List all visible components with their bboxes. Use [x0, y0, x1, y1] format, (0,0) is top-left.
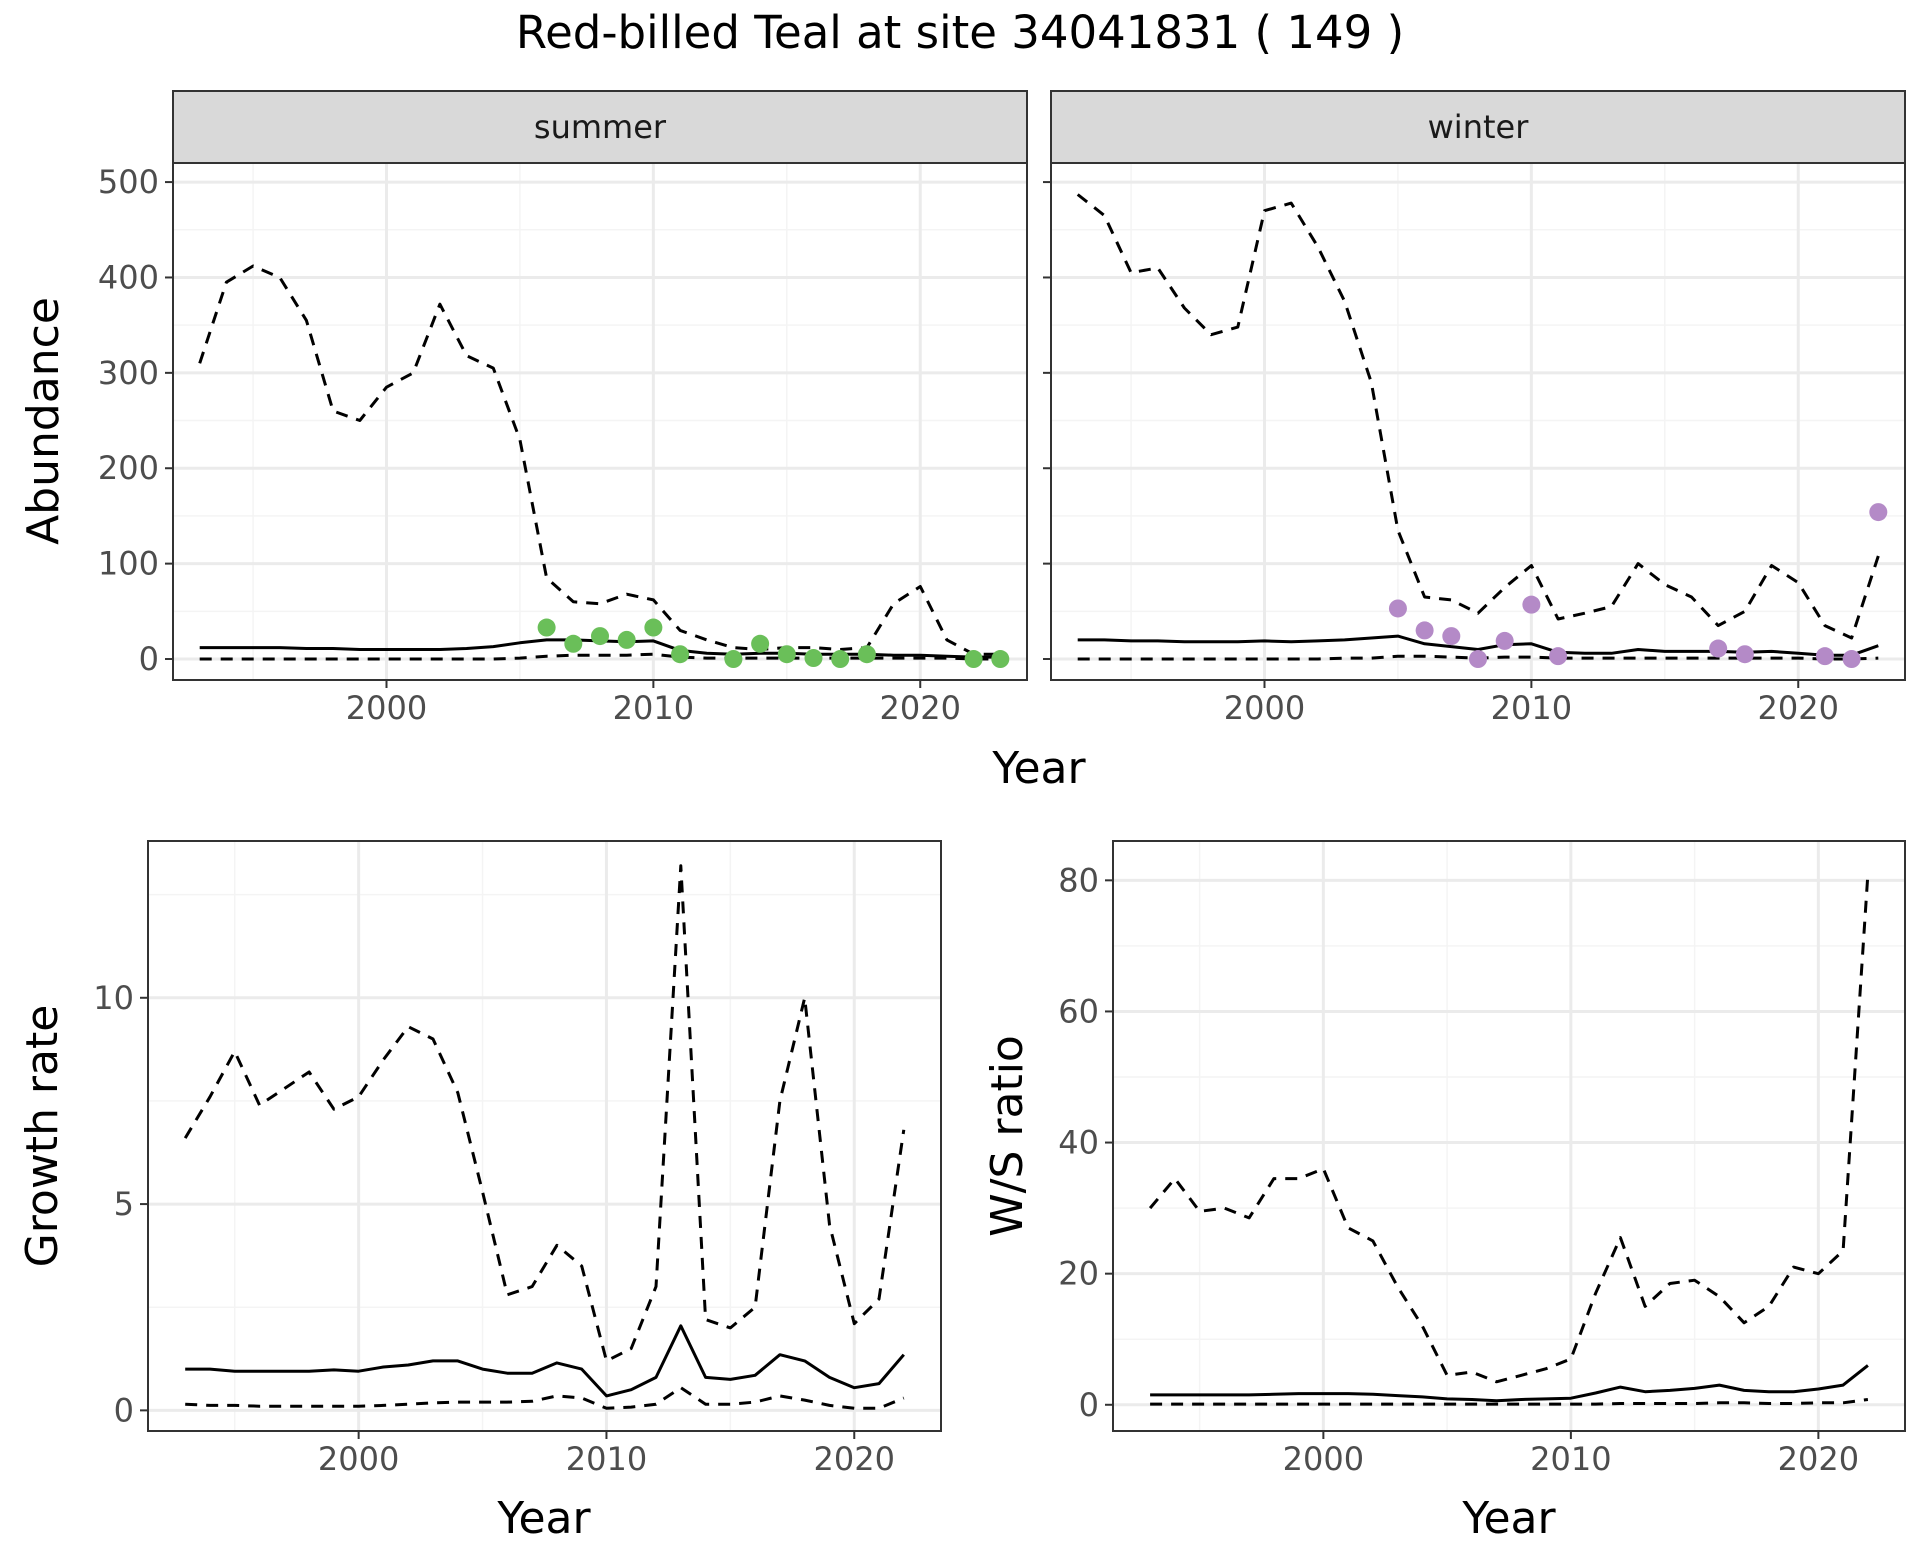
facet-label: summer	[534, 108, 667, 146]
data-point	[777, 645, 796, 664]
y-tick-label: 500	[98, 163, 159, 201]
x-tick-label: 2020	[1778, 1440, 1859, 1478]
y-tick-label: 100	[98, 545, 159, 583]
data-point	[644, 618, 663, 637]
data-point	[537, 618, 556, 637]
data-point	[1842, 650, 1861, 669]
data-point	[991, 650, 1010, 669]
y-tick-label: 20	[1058, 1255, 1099, 1293]
data-point	[564, 634, 583, 653]
panel-border	[147, 840, 942, 1432]
data-point	[1522, 595, 1541, 614]
series-line-upper	[1148, 873, 1870, 1384]
data-point	[751, 634, 770, 653]
y-tick-label: 0	[114, 1391, 134, 1429]
y-tick-label: 300	[98, 354, 159, 392]
data-point	[1709, 639, 1728, 658]
x-tick-label: 2020	[1758, 689, 1839, 727]
data-point	[591, 627, 609, 646]
panel-2: 2000 2010 2020 0 5 10 Growth rate Year	[17, 840, 942, 1544]
x-tick-label: 2010	[1530, 1440, 1611, 1478]
series-line-upper	[183, 864, 906, 1363]
y-tick-label: 60	[1058, 992, 1099, 1030]
data-point	[1442, 627, 1461, 646]
y-tick-label: 5	[114, 1185, 134, 1223]
data-point	[1815, 647, 1834, 666]
panel-0: summer 2000 2010 2020 0 100 200 300 400 500 Abunda…	[18, 90, 1028, 727]
data-point	[804, 649, 823, 668]
data-point	[1869, 503, 1888, 522]
y-tick-label: 0	[139, 640, 159, 678]
series-line-upper	[1076, 193, 1880, 640]
data-point	[1549, 647, 1568, 666]
x-tick-label: 2000	[1283, 1440, 1364, 1478]
data-point	[964, 650, 983, 669]
y-tick-label: 200	[98, 449, 159, 487]
y-tick-label: 40	[1058, 1124, 1099, 1162]
data-point	[617, 630, 636, 649]
series-line-lower	[1150, 1398, 1869, 1406]
x-tick-label: 2020	[814, 1440, 895, 1478]
series-line-lower	[199, 652, 1001, 661]
data-point	[671, 645, 690, 664]
panel-border	[1112, 840, 1906, 1432]
data-point	[1735, 645, 1754, 664]
y-tick-label: 0	[1079, 1386, 1099, 1424]
data-point	[857, 645, 876, 664]
y-tick-label: 400	[98, 258, 159, 296]
data-point	[1415, 621, 1434, 640]
y-tick-label: 10	[93, 979, 134, 1017]
y-axis-title: Growth rate	[17, 1005, 68, 1268]
data-point	[724, 650, 743, 669]
facet-strip	[172, 90, 1028, 164]
series-line-estimate	[185, 1324, 905, 1398]
x-tick-label: 2020	[880, 689, 961, 727]
data-point	[1495, 631, 1514, 650]
panel-3: 2000 2010 2020 0 20 40 60 80 W/S ratio Year	[982, 840, 1906, 1544]
x-tick-label: 2000	[346, 689, 427, 727]
facet-label: winter	[1428, 108, 1530, 146]
x-tick-label: 2010	[613, 689, 694, 727]
y-axis-title: Abundance	[18, 297, 69, 545]
x-tick-label: 2010	[566, 1440, 647, 1478]
series-line-upper	[198, 264, 1001, 656]
x-tick-label: 2000	[1224, 689, 1305, 727]
y-axis-title: W/S ratio	[982, 1035, 1033, 1237]
x-tick-label: 2000	[318, 1440, 399, 1478]
y-tick-label: 80	[1058, 861, 1099, 899]
chart-title: Red-billed Teal at site 34041831 ( 149 )	[516, 6, 1404, 59]
data-point	[831, 650, 850, 669]
top-x-axis-title: Year	[991, 743, 1086, 794]
series-line-lower	[185, 1386, 905, 1410]
x-axis-title: Year	[496, 1493, 591, 1544]
x-axis-title: Year	[1461, 1493, 1556, 1544]
series-line-estimate	[1150, 1364, 1869, 1403]
facet-strip	[1050, 90, 1906, 164]
data-point	[1469, 650, 1487, 669]
x-tick-label: 2010	[1491, 689, 1572, 727]
panel-border	[1050, 162, 1906, 681]
panel-1: winter 2000 2010 2020	[1043, 90, 1906, 727]
data-point	[1388, 599, 1407, 618]
panel-border	[172, 162, 1028, 681]
